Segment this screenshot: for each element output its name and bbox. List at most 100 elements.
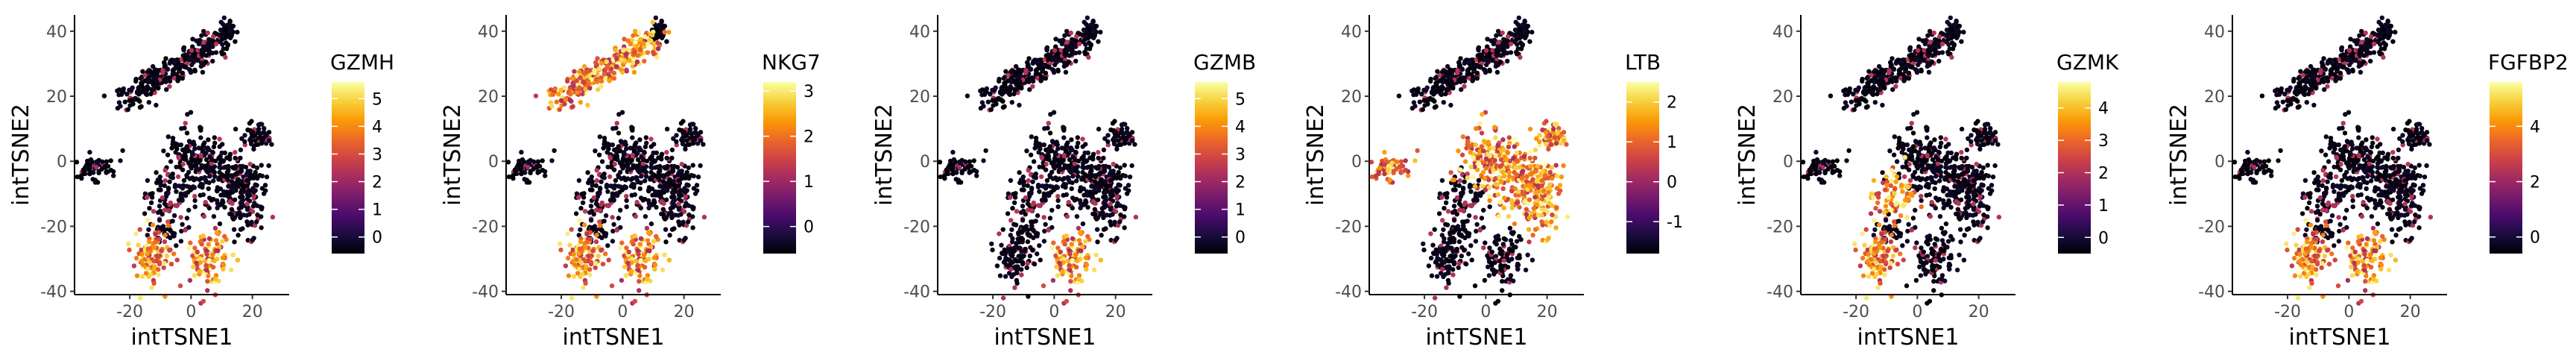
cell-point [514,165,520,171]
cell-point [212,169,217,175]
cell-point [223,54,228,60]
cell-point [577,266,582,272]
cell-point [157,218,162,223]
cell-point [587,187,593,192]
cell-point [1479,144,1484,149]
cell-point [138,75,143,81]
cell-point [668,206,673,211]
cell-point [206,273,211,279]
cell-point [1046,56,1051,61]
cell-point [657,169,663,174]
cell-point [206,195,212,201]
cell-point [1442,260,1447,266]
cell-point [1421,241,1426,247]
cell-point [683,194,689,199]
cell-point [200,69,206,75]
cell-point [1014,209,1020,214]
cell-point [1539,219,1544,224]
cell-point [162,77,168,82]
cell-point [174,243,179,248]
cell-point [1086,28,1092,33]
cell-point [136,92,142,97]
cell-point [1443,91,1448,97]
cell-point [183,150,188,156]
cell-point [222,233,227,239]
cell-point [1495,143,1501,148]
cell-point [137,227,142,232]
cell-point [1052,156,1058,161]
cell-point [201,40,206,45]
cell-point [566,273,572,278]
cell-point [180,70,186,76]
cell-point [233,163,239,169]
cell-point [145,246,151,251]
cell-point [1078,189,1083,194]
cell-point [1021,183,1026,188]
cell-point [1497,164,1503,169]
cell-point [1456,148,1461,154]
cell-point [159,248,164,254]
cell-point [1495,28,1501,34]
cell-point [253,182,258,187]
cell-point [664,150,669,155]
cell-point [1480,169,1486,175]
cell-point [1076,238,1082,243]
y-axis-title: intTSNE2 [871,104,897,206]
y-tick-label: 40 [46,23,67,42]
cell-point [1009,227,1014,233]
cell-point [1466,213,1472,219]
cell-point [642,34,648,40]
cell-point [1065,175,1070,180]
cell-point [217,221,223,227]
cell-point [1465,175,1470,180]
cell-point [1515,266,1521,271]
cell-point [1421,247,1427,253]
cell-point [592,70,597,75]
cell-point [1530,233,1535,238]
cell-point [1539,178,1544,183]
cell-point [192,67,198,73]
cell-point [1497,200,1503,205]
cell-point [233,150,238,155]
cell-point [684,169,689,175]
cell-point [175,174,181,180]
cell-point [1449,79,1454,84]
cell-point [1025,201,1031,207]
cell-point [672,163,677,169]
cell-point [1514,37,1520,42]
cell-point [131,263,137,268]
cell-point [549,104,555,109]
cell-point [1468,65,1474,71]
cell-point [1082,172,1088,178]
cell-point [1073,157,1078,163]
cell-point [590,248,596,254]
cell-point [587,267,593,272]
cell-point [1059,145,1064,151]
x-tick-label: 0 [617,303,628,321]
cell-point [619,160,624,165]
cell-point [216,156,221,161]
cell-point [1000,295,1006,301]
cell-point [663,227,669,232]
cell-point [957,165,962,170]
cell-point [1082,150,1087,156]
cell-point [1013,63,1019,69]
cell-point [1076,174,1081,179]
cell-point [168,200,173,206]
cell-point [227,29,233,35]
cell-point [593,148,598,154]
cell-point [597,223,603,228]
cell-point [637,137,643,142]
cell-point [630,135,635,140]
cell-point [1044,178,1050,183]
cell-point [1070,147,1075,153]
cell-point [645,230,651,236]
cell-point [1473,239,1479,244]
cell-point [1477,227,1483,233]
cell-point [1492,125,1497,130]
cell-point [1450,187,1456,192]
cell-point [1411,87,1417,92]
cell-point [218,165,224,171]
cell-point [213,50,219,55]
cell-point [596,254,601,259]
